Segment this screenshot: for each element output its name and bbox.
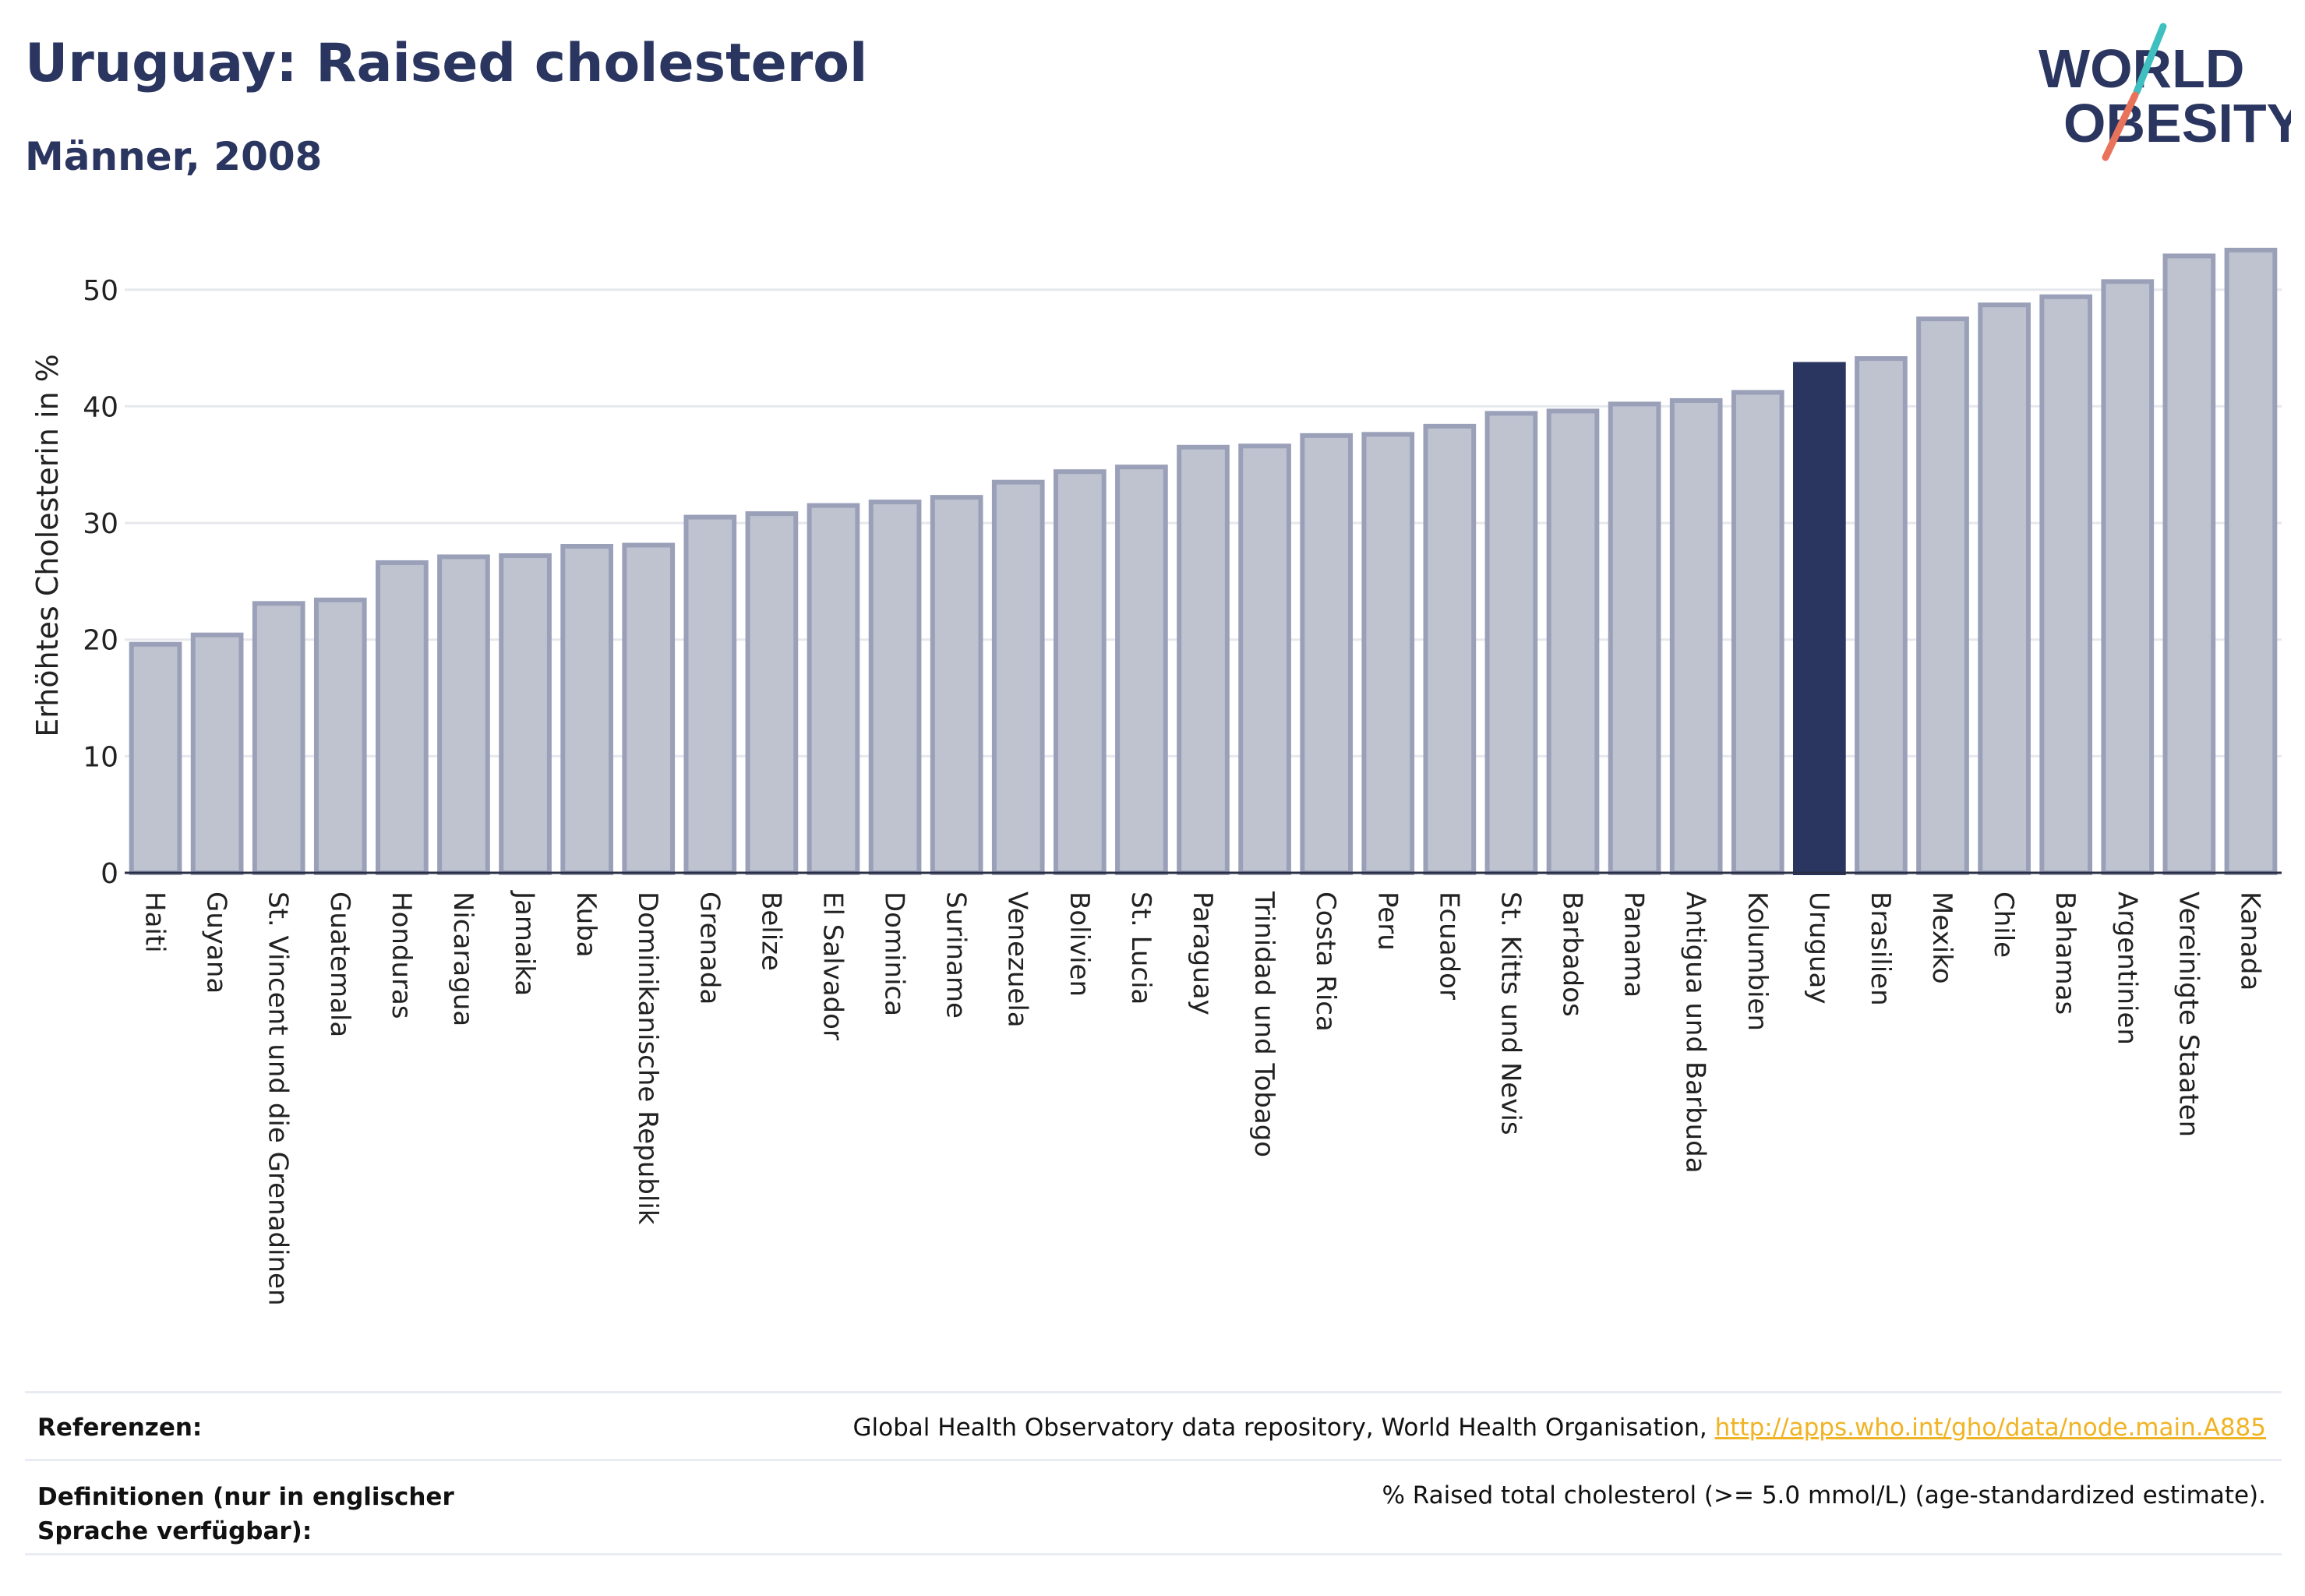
world-obesity-logo: WORLD OBESITY [2038,23,2291,161]
logo-slash-teal [2133,23,2167,96]
x-tick-label: Paraguay [1187,892,1218,1015]
x-tick-label: Trinidad und Tobago [1248,891,1280,1157]
x-tick-label: Dominica [879,892,910,1016]
bar-bolivien [1053,469,1107,875]
references-row: Referenzen: Global Health Observatory da… [25,1391,2282,1459]
x-tick-labels: Haiti Guyana St. Vincent und die Grenadine… [139,890,2266,1306]
x-tick-label: Barbados [1557,892,1588,1017]
bar-chart: 0 10 20 30 40 50 Haiti Guyana St. Vincent und d… [30,247,2282,1306]
x-tick-label: Belize [755,892,786,971]
x-tick-label: Antigua und Barbuda [1680,892,1711,1174]
references-value: Global Health Observatory data repositor… [853,1414,2266,1442]
bar-st-kitts-und-nevis [1484,411,1538,875]
references-link[interactable]: http://apps.who.int/gho/data/node.main.A… [1714,1414,2266,1442]
x-tick-label: Kolumbien [1742,892,1773,1031]
bar-venezuela [991,479,1045,875]
x-tick-label: Vereinigte Staaten [2173,892,2204,1137]
x-tick-label: Grenada [694,892,725,1005]
bar-vereinigte-staaten [2162,253,2216,875]
bar-guyana [190,632,244,875]
x-tick-label: Venezuela [1002,892,1033,1028]
y-tick-label: 30 [83,508,118,540]
x-tick-label: Suriname [941,892,972,1019]
x-tick-label: Ecuador [1433,892,1464,1000]
bar-uruguay [1793,362,1846,875]
x-tick-label: Dominikanische Republik [632,892,663,1225]
x-tick-label: St. Lucia [1125,892,1156,1005]
bar-guatemala [313,597,367,875]
x-tick-label: El Salvador [817,892,848,1040]
x-tick-label: Chile [1988,892,2019,958]
bar-belize [745,511,799,875]
bar-trinidad-und-tobago [1238,443,1291,875]
x-tick-label: Nicaragua [447,892,478,1026]
bar-dominica [868,500,922,876]
x-tick-label: Peru [1371,892,1403,951]
bar-mexiko [1916,316,1969,876]
bar-suriname [930,495,983,876]
x-tick-label: St. Kitts und Nevis [1495,892,1526,1135]
bar-ecuador [1423,423,1477,875]
x-tick-label: Kuba [570,892,602,958]
x-tick-label: Guatemala [324,892,355,1037]
bar-st-vincent-und-die-grenadinen [252,601,305,875]
bar-argentinien [2101,279,2155,875]
bar-antigua-und-barbuda [1669,397,1723,875]
bar-barbados [1546,408,1600,875]
x-tick-label: Kanada [2234,892,2265,990]
bar-kuba [560,544,613,875]
bar-chile [1978,302,2031,876]
bar-st-lucia [1115,464,1168,875]
references-text: Global Health Observatory data repositor… [852,1414,1715,1442]
x-tick-label: Brasilien [1865,892,1896,1006]
y-tick-labels: 0 10 20 30 40 50 [83,275,118,890]
bar-costa-rica [1300,433,1354,875]
definitions-row: Definitionen (nur in englischer Sprache … [25,1459,2282,1555]
x-tick-label: Bolivien [1064,892,1095,997]
references-label: Referenzen: [37,1414,203,1442]
x-tick-label: Mexiko [1926,892,1957,984]
x-tick-label: St. Vincent und die Grenadinen [263,892,294,1306]
x-tick-label: Jamaika [509,890,540,996]
y-tick-label: 10 [83,741,118,773]
bars [125,247,2282,876]
bar-bahamas [2039,294,2093,875]
bar-nicaragua [437,554,490,875]
bar-honduras [376,560,429,875]
x-tick-label: Guyana [201,892,232,994]
x-tick-label: Costa Rica [1310,892,1341,1032]
x-tick-label: Honduras [386,892,417,1019]
bar-el-salvador [807,503,860,875]
bar-kanada [2224,247,2278,875]
definitions-label: Definitionen (nur in englischer Sprache … [37,1483,454,1545]
bar-grenada [683,514,737,875]
y-tick-label: 50 [83,275,118,307]
y-axis-label: Erhöhtes Cholesterin in % [30,354,65,737]
chart-title: Uruguay: Raised cholesterol [25,33,868,94]
definitions-value: % Raised total cholesterol (>= 5.0 mmol/… [1382,1481,2266,1509]
x-tick-label: Panama [1618,892,1650,998]
bar-panama [1608,401,1661,875]
bar-dominikanische-republik [622,542,676,876]
bar-brasilien [1855,356,1908,875]
y-tick-label: 0 [101,858,118,890]
x-tick-label: Uruguay [1803,892,1834,1005]
chart-subtitle: Männer, 2008 [25,134,323,179]
bar-peru [1361,432,1415,875]
y-tick-label: 20 [83,625,118,657]
x-tick-label: Bahamas [2049,892,2081,1015]
bar-kolumbien [1731,390,1784,875]
logo-line2: OBESITY [2063,93,2291,154]
bar-haiti [129,641,182,875]
bar-jamaika [499,553,552,875]
bar-paraguay [1177,444,1230,875]
y-tick-label: 40 [83,391,118,423]
x-tick-label: Argentinien [2111,892,2142,1045]
references-table: Referenzen: Global Health Observatory da… [25,1391,2282,1555]
x-tick-label: Haiti [139,892,171,953]
logo-slash-coral [2102,91,2139,161]
